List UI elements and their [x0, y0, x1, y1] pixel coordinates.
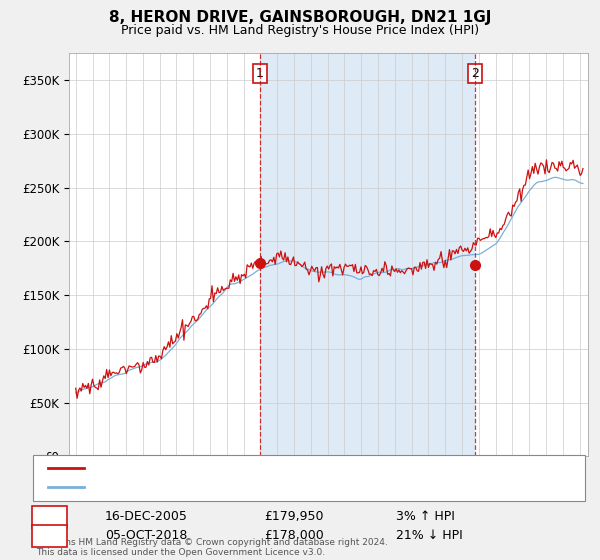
Text: 2: 2 — [470, 67, 479, 80]
Text: Contains HM Land Registry data © Crown copyright and database right 2024.
This d: Contains HM Land Registry data © Crown c… — [36, 538, 388, 557]
Text: 8, HERON DRIVE, GAINSBOROUGH, DN21 1GJ: 8, HERON DRIVE, GAINSBOROUGH, DN21 1GJ — [109, 10, 491, 25]
Text: 05-OCT-2018: 05-OCT-2018 — [105, 529, 187, 543]
Text: 21% ↓ HPI: 21% ↓ HPI — [396, 529, 463, 543]
Text: 2: 2 — [45, 529, 53, 543]
Bar — [260, 53, 475, 456]
Text: 3% ↑ HPI: 3% ↑ HPI — [396, 510, 455, 524]
Text: HPI: Average price, detached house, West Lindsey: HPI: Average price, detached house, West… — [96, 482, 376, 492]
Text: 8, HERON DRIVE, GAINSBOROUGH, DN21 1GJ (detached house): 8, HERON DRIVE, GAINSBOROUGH, DN21 1GJ (… — [96, 463, 450, 473]
Text: 1: 1 — [256, 67, 264, 80]
Text: £179,950: £179,950 — [264, 510, 323, 524]
Text: £178,000: £178,000 — [264, 529, 324, 543]
Text: 1: 1 — [45, 510, 53, 524]
Text: Price paid vs. HM Land Registry's House Price Index (HPI): Price paid vs. HM Land Registry's House … — [121, 24, 479, 36]
Text: 16-DEC-2005: 16-DEC-2005 — [105, 510, 188, 524]
